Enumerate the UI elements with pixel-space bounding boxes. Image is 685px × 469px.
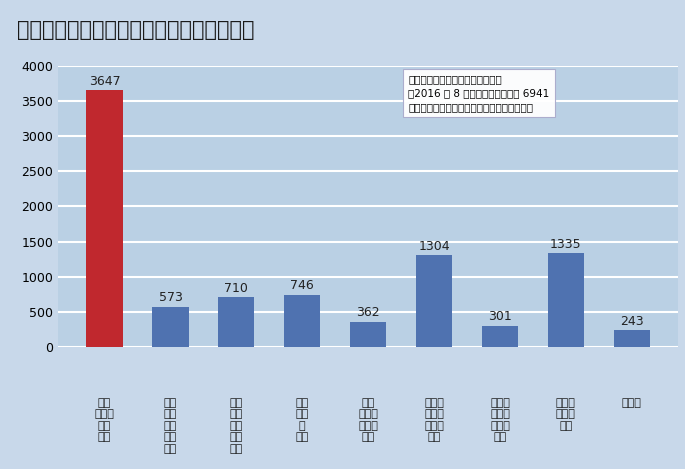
Text: 社会
保険料
率の
低減: 社会 保険料 率の 低減 — [95, 398, 114, 443]
Text: 301: 301 — [488, 310, 512, 324]
Bar — [482, 326, 518, 347]
Bar — [86, 91, 123, 347]
Text: 給付・
手当の
縮小、
減額: 給付・ 手当の 縮小、 減額 — [490, 398, 510, 443]
Text: 給付・
手当の
拡大、
増額: 給付・ 手当の 拡大、 増額 — [424, 398, 444, 443]
Text: 社会
保険
適用
範囲
拡大: 社会 保険 適用 範囲 拡大 — [229, 398, 243, 454]
Text: 573: 573 — [158, 291, 182, 304]
Text: 1335: 1335 — [550, 238, 582, 251]
Bar — [219, 297, 255, 347]
Text: 746: 746 — [290, 279, 314, 292]
Text: 保険料
徴収の
強化: 保険料 徴収の 強化 — [556, 398, 576, 431]
Text: その他: その他 — [622, 398, 642, 408]
Text: 710: 710 — [225, 282, 248, 295]
Bar — [284, 295, 321, 347]
Bar — [416, 255, 452, 347]
Text: 東京商工リサーチアンケート調査
（2016 年 8 月実施）有効回答数 6941
グラフ上の数字は、回答社数（複数回答可）: 東京商工リサーチアンケート調査 （2016 年 8 月実施）有効回答数 6941… — [408, 74, 550, 112]
Text: 図表３　企業の社会保険制度に関する要望: 図表３ 企業の社会保険制度に関する要望 — [17, 21, 255, 40]
Bar — [152, 307, 188, 347]
Bar — [548, 253, 584, 347]
Text: 扶養
範囲の
縮小、
廃止: 扶養 範囲の 縮小、 廃止 — [358, 398, 378, 443]
Bar — [614, 330, 650, 347]
Text: 社会
保険
適用
範囲
縮小: 社会 保険 適用 範囲 縮小 — [164, 398, 177, 454]
Text: 1304: 1304 — [419, 240, 450, 253]
Text: 362: 362 — [356, 306, 380, 319]
Text: 243: 243 — [620, 315, 644, 327]
Text: 3647: 3647 — [89, 75, 121, 88]
Bar — [350, 322, 386, 347]
Text: 扶養
範囲
の
拡大: 扶養 範囲 の 拡大 — [296, 398, 309, 443]
